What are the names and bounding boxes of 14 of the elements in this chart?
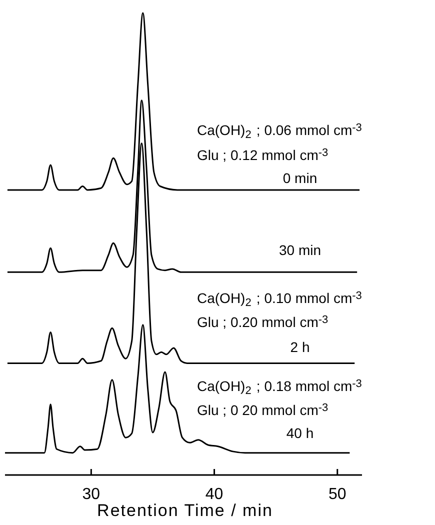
annotation: 30 min (278, 242, 322, 258)
annotation: Ca(OH)$_{2}$ ; 0.06 mmol cm$^{-3}$ (197, 122, 362, 142)
annotation: Ca(OH)$_{2}$ ; 0.18 mmol cm$^{-3}$ (197, 378, 362, 398)
annotation: Glu ; 0.12 mmol cm$^{-3}$ (197, 146, 328, 163)
annotation: 40 h (286, 425, 314, 441)
annotation: Glu ; 0.20 mmol cm$^{-3}$ (197, 314, 328, 330)
x-tick-label: 40 (205, 486, 224, 503)
annotation: 0 min (282, 170, 318, 186)
x-tick-label: 30 (82, 486, 100, 503)
annotation: 2 h (290, 339, 310, 355)
annotation: Glu ; 0 20 mmol cm$^{-3}$ (197, 402, 328, 418)
annotation: Ca(OH)$_{2}$ ; 0.10 mmol cm$^{-3}$ (197, 290, 362, 310)
x-tick-label: 50 (328, 486, 346, 503)
x-axis-title: Retention Time / min (97, 501, 273, 520)
